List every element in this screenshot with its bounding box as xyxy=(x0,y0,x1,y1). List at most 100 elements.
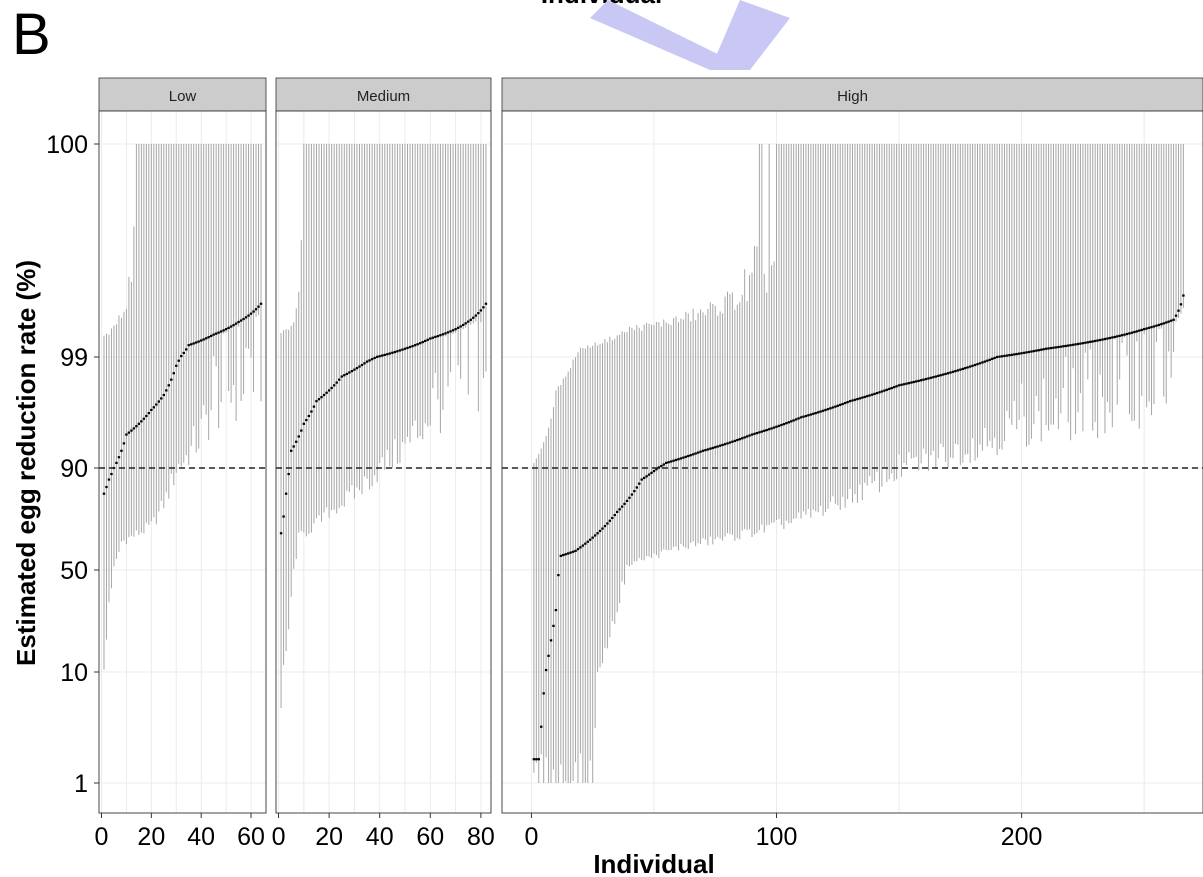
point-estimate xyxy=(360,363,364,367)
point-estimate xyxy=(348,371,351,374)
x-tick-label: 40 xyxy=(366,823,394,851)
cut-off-axis-title: Individual xyxy=(0,0,1203,10)
point-estimate xyxy=(1020,352,1023,355)
point-estimate xyxy=(320,396,323,399)
point-estimate xyxy=(682,456,685,459)
point-estimate xyxy=(350,370,354,373)
point-estimate xyxy=(851,399,854,402)
x-tick-label: 200 xyxy=(1001,823,1043,851)
point-estimate xyxy=(787,421,790,424)
point-estimate xyxy=(608,519,612,522)
point-estimate xyxy=(652,469,656,473)
point-estimate xyxy=(601,527,604,530)
point-estimate xyxy=(315,400,318,403)
point-estimate xyxy=(615,510,619,514)
point-estimate xyxy=(961,367,964,370)
point-estimate xyxy=(1160,323,1163,326)
point-estimate xyxy=(345,372,349,376)
point-estimate xyxy=(127,431,131,434)
point-estimate xyxy=(244,316,248,319)
point-estimate xyxy=(147,411,151,415)
point-estimate xyxy=(579,546,582,549)
point-estimate xyxy=(981,361,984,364)
point-estimate xyxy=(224,328,228,331)
point-estimate xyxy=(711,446,714,450)
point-estimate xyxy=(848,400,852,403)
point-estimate xyxy=(107,478,111,481)
point-estimate xyxy=(763,429,766,432)
point-estimate xyxy=(870,393,874,396)
point-estimate xyxy=(657,466,661,469)
point-estimate xyxy=(662,463,665,466)
point-estimate xyxy=(613,513,616,517)
facet-strip-label: Low xyxy=(169,88,197,105)
point-estimate xyxy=(1022,351,1026,354)
point-estimate xyxy=(441,333,445,336)
point-estimate xyxy=(674,458,678,462)
point-estimate xyxy=(456,326,460,329)
point-estimate xyxy=(718,444,722,447)
point-estimate xyxy=(1069,344,1072,347)
point-estimate xyxy=(102,492,106,495)
point-estimate xyxy=(1101,338,1104,341)
point-estimate xyxy=(363,362,366,365)
point-estimate xyxy=(861,396,864,399)
point-estimate xyxy=(1052,346,1055,349)
point-estimate xyxy=(388,352,392,355)
point-estimate xyxy=(325,391,328,394)
point-estimate xyxy=(401,348,404,351)
point-estimate xyxy=(180,354,183,358)
point-estimate xyxy=(731,440,734,443)
point-estimate xyxy=(995,355,999,359)
point-estimate xyxy=(993,356,996,360)
point-estimate xyxy=(655,468,658,471)
point-estimate xyxy=(944,372,947,376)
point-estimate xyxy=(557,574,560,577)
point-estimate xyxy=(142,417,146,420)
point-estimate xyxy=(554,609,558,612)
point-estimate xyxy=(890,386,893,390)
point-estimate xyxy=(630,493,634,496)
point-estimate xyxy=(1074,343,1077,346)
point-estimate xyxy=(785,422,788,425)
panel-frame xyxy=(275,110,492,814)
point-estimate xyxy=(370,358,374,361)
x-tick-label: 80 xyxy=(467,823,495,851)
point-estimate xyxy=(416,343,419,346)
point-estimate xyxy=(988,358,991,361)
point-estimate xyxy=(1111,336,1114,339)
point-estimate xyxy=(140,420,143,423)
point-estimate xyxy=(317,398,321,401)
x-axis-title: Individual xyxy=(593,849,714,877)
point-estimate xyxy=(782,423,786,426)
point-estimate xyxy=(895,385,898,388)
point-estimate xyxy=(571,550,575,553)
point-estimate xyxy=(1017,352,1021,355)
point-estimate xyxy=(880,390,884,393)
point-estimate xyxy=(816,411,820,414)
point-estimate xyxy=(292,445,295,448)
point-estimate xyxy=(190,343,193,346)
point-estimate xyxy=(249,312,253,315)
y-tick-label: 1 xyxy=(74,770,88,798)
point-estimate xyxy=(122,442,126,445)
point-estimate xyxy=(232,324,235,327)
point-estimate xyxy=(1059,345,1063,348)
point-estimate xyxy=(745,435,749,438)
point-estimate xyxy=(767,428,771,431)
point-estimate xyxy=(1098,338,1102,342)
point-estimate xyxy=(1047,347,1050,350)
point-estimate xyxy=(254,308,258,311)
point-estimate xyxy=(755,432,759,435)
point-estimate xyxy=(620,505,624,508)
point-estimate xyxy=(1093,339,1097,343)
watermark-graphic xyxy=(590,0,790,70)
point-estimate xyxy=(1084,341,1087,344)
point-estimate xyxy=(954,370,957,373)
point-estimate xyxy=(552,624,555,627)
point-estimate xyxy=(780,423,783,427)
point-estimate xyxy=(922,378,925,381)
point-estimate xyxy=(1172,318,1175,321)
point-estimate xyxy=(204,337,208,340)
